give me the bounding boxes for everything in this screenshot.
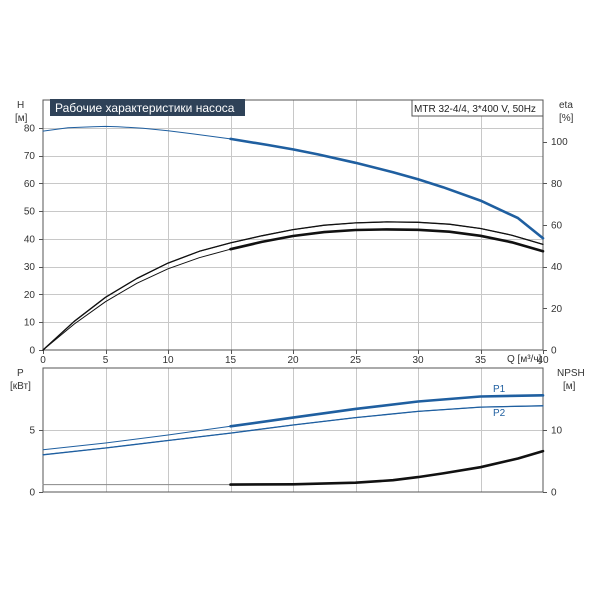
top-series-curve-1-operating-range [229,228,545,253]
x-tick-label: 10 [162,355,174,366]
x-tick-label: 0 [40,355,46,366]
y-left-label-top: H [17,100,24,111]
x-tick-label: 20 [287,355,299,366]
npsh-axis-label-top: NPSH [557,368,585,379]
top-right-tick-label: 60 [551,221,563,232]
bottom-series-p1-operating-range [229,394,545,428]
top-left-tick-label: 40 [24,234,36,245]
x-axis-label: Q [м³/ч] [507,354,542,365]
top-left-tick-label: 50 [24,207,36,218]
top-left-tick-label: 20 [24,290,36,301]
top-right-tick-label: 100 [551,137,568,148]
top-right-tick-label: 80 [551,179,563,190]
bottom-right-tick-label: 10 [551,426,563,437]
x-tick-label: 5 [103,355,109,366]
bottom-right-tick-label: 0 [551,488,557,499]
top-right-tick-label: 40 [551,262,563,273]
x-tick-label: 30 [412,355,424,366]
series-label-p2: P2 [493,408,506,419]
series-label-p1: P1 [493,384,506,395]
y-right-label-top: eta [559,100,573,111]
model-label: MTR 32-4/4, 3*400 V, 50Hz [414,104,536,115]
bottom-left-tick-label: 0 [29,488,35,499]
x-tick-label: 40 [537,355,549,366]
bottom-series-npsh-operating-range [229,449,545,486]
top-left-tick-label: 0 [29,346,35,357]
y-left-label-unit: [м] [15,113,28,124]
x-tick-label: 25 [350,355,362,366]
bottom-series-p2-curve [42,405,544,456]
bottom-panel-grid [43,368,543,492]
x-tick-label: 15 [225,355,237,366]
p-axis-label-top: P [17,368,24,379]
x-tick-label: 35 [475,355,487,366]
top-series-h-operating-range [229,137,545,240]
bottom-left-tick-label: 5 [29,426,35,437]
top-right-tick-label: 0 [551,346,557,357]
top-panel-grid [43,100,543,350]
top-right-tick-label: 20 [551,304,563,315]
bottom-panel-series [42,394,545,486]
npsh-axis-label-unit: [м] [563,381,576,392]
title-box [50,99,245,116]
y-right-label-unit: [%] [559,113,574,124]
top-left-tick-label: 30 [24,262,36,273]
top-left-tick-label: 80 [24,123,36,134]
top-panel-ticks [39,128,547,354]
chart-title: Рабочие характеристики насоса [55,101,235,115]
bottom-panel-tick-labels: 0 5 0 10 [29,426,562,499]
p-axis-label-unit: [кВт] [10,381,31,392]
top-panel-series [42,125,545,351]
top-panel-tick-labels: 0 10 20 30 40 50 60 70 80 0 20 40 60 80 100 0 5 10 15 20 25 3… [24,123,568,366]
bottom-panel-ticks [39,430,547,493]
top-series-curve-2-curve [42,221,544,351]
top-left-tick-label: 60 [24,179,36,190]
top-left-tick-label: 70 [24,151,36,162]
top-left-tick-label: 10 [24,318,36,329]
model-label-box [411,99,544,117]
